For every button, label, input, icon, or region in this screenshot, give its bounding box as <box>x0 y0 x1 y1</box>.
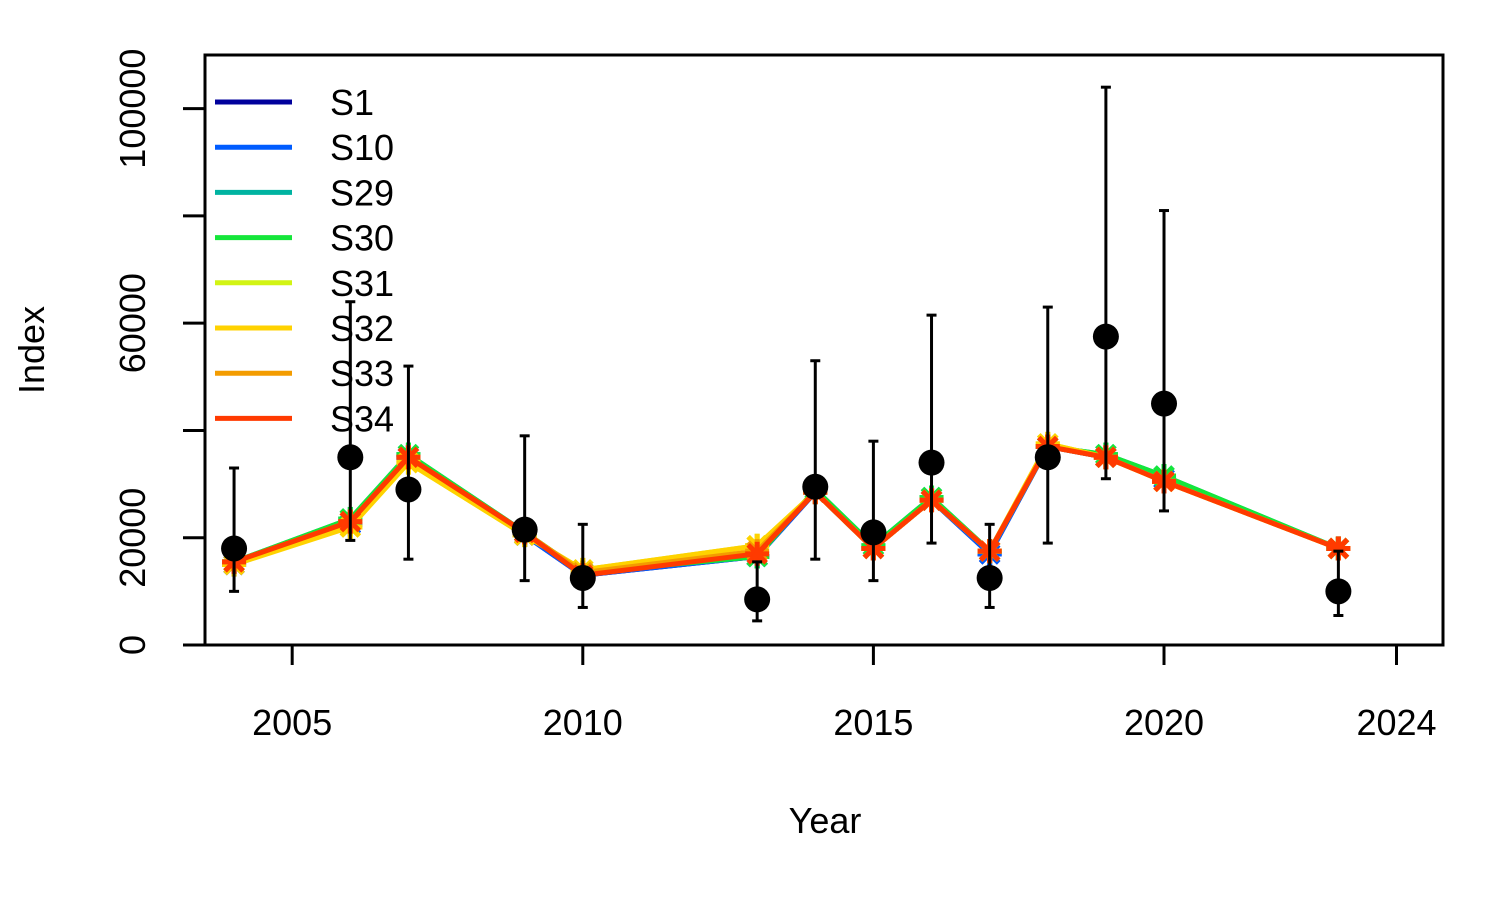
legend-item-s32: S32 <box>215 308 394 349</box>
legend-item-s30: S30 <box>215 218 394 259</box>
observed-point-group <box>976 522 1003 609</box>
x-tick-label: 2024 <box>1356 702 1436 743</box>
observed-point <box>1092 323 1119 350</box>
legend-label: S31 <box>330 263 394 304</box>
observed-point <box>1034 444 1061 471</box>
observed-point <box>337 444 364 471</box>
legend-item-s34: S34 <box>215 398 394 439</box>
observed-point-group <box>1092 85 1119 481</box>
y-axis-title: Index <box>11 306 52 394</box>
series-layer <box>222 431 1351 588</box>
legend-item-s31: S31 <box>215 263 394 304</box>
observed-point <box>395 476 422 503</box>
observed-point <box>511 516 538 543</box>
legend-item-s10: S10 <box>215 127 394 168</box>
observed-point-group <box>860 439 887 583</box>
y-tick-label: 20000 <box>112 488 153 588</box>
axes-layer: 2005 2010 2015 2020 2024 0 20000 60000 100000 <box>112 49 1437 743</box>
observed-point-group <box>1151 209 1178 513</box>
observed-point <box>569 564 596 591</box>
point-stroke <box>746 543 768 565</box>
legend-item-s29: S29 <box>215 172 394 213</box>
observed-point-group <box>1034 305 1061 545</box>
x-axis-title: Year <box>789 800 862 841</box>
observed-point <box>744 586 771 613</box>
series-s33 <box>222 434 1351 585</box>
observed-point <box>860 519 887 546</box>
x-tick-label: 2020 <box>1124 702 1204 743</box>
observed-point-group <box>395 364 422 561</box>
series-s10 <box>222 434 1351 588</box>
legend-label: S30 <box>330 218 394 259</box>
x-tick-label: 2010 <box>543 702 623 743</box>
legend-label: S34 <box>330 398 394 439</box>
series-s29 <box>222 434 1351 585</box>
observed-point <box>976 564 1003 591</box>
observed-point-group <box>221 466 248 593</box>
series-s31 <box>222 431 1351 582</box>
observed-point-group <box>337 300 364 542</box>
observed-point <box>802 473 829 500</box>
observed-point-group <box>802 359 829 561</box>
observed-point-group <box>744 560 771 623</box>
legend-item-s1: S1 <box>215 82 374 123</box>
legend-label: S10 <box>330 127 394 168</box>
observed-layer <box>221 85 1352 623</box>
observed-point <box>221 535 248 562</box>
legend-label: S32 <box>330 308 394 349</box>
observed-point <box>1151 390 1178 417</box>
observed-point <box>1325 578 1352 605</box>
legend-item-s33: S33 <box>215 353 394 394</box>
observed-point <box>918 449 945 476</box>
series-s34 <box>222 434 1351 588</box>
observed-point-group <box>918 313 945 545</box>
observed-point-group <box>511 434 538 583</box>
point-stroke <box>1327 537 1350 560</box>
y-tick-label: 100000 <box>112 49 153 169</box>
y-tick-label: 0 <box>112 635 153 655</box>
observed-point-group <box>569 522 596 609</box>
y-tick-label: 60000 <box>112 273 153 373</box>
legend-label: S29 <box>330 172 394 213</box>
x-tick-label: 2015 <box>833 702 913 743</box>
observed-point-group <box>1325 549 1352 617</box>
x-tick-label: 2005 <box>252 702 332 743</box>
series-s1 <box>222 434 1351 588</box>
series-s30 <box>222 434 1351 585</box>
series-s32 <box>222 431 1351 582</box>
legend-label: S33 <box>330 353 394 394</box>
legend-label: S1 <box>330 82 374 123</box>
